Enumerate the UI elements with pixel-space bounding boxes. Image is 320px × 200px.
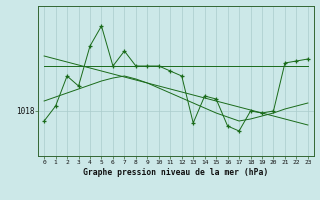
X-axis label: Graphe pression niveau de la mer (hPa): Graphe pression niveau de la mer (hPa) — [84, 168, 268, 177]
